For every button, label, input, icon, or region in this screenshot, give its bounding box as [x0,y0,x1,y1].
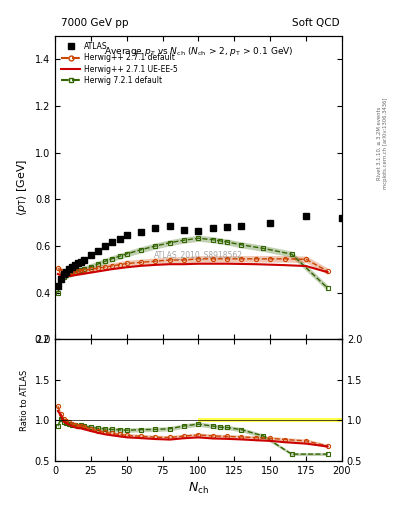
Text: ATLAS_2010_S8918562: ATLAS_2010_S8918562 [154,250,243,259]
Y-axis label: $\langle p_{\rm T} \rangle$ [GeV]: $\langle p_{\rm T} \rangle$ [GeV] [15,159,29,216]
Legend: ATLAS, Herwig++ 2.7.1 default, Herwig++ 2.7.1 UE-EE-5, Herwig 7.2.1 default: ATLAS, Herwig++ 2.7.1 default, Herwig++ … [59,39,180,87]
Text: Average $p_{\rm T}$ vs $N_{\rm ch}$ ($N_{\rm ch}$ > 2, $p_{\rm T}$ > 0.1 GeV): Average $p_{\rm T}$ vs $N_{\rm ch}$ ($N_… [104,45,293,58]
Text: Rivet 3.1.10, ≥ 3.2M events: Rivet 3.1.10, ≥ 3.2M events [377,106,382,180]
Text: mcplots.cern.ch [arXiv:1306.3436]: mcplots.cern.ch [arXiv:1306.3436] [383,98,387,189]
X-axis label: $N_{\rm ch}$: $N_{\rm ch}$ [188,481,209,496]
Text: 7000 GeV pp: 7000 GeV pp [61,18,129,28]
Text: Soft QCD: Soft QCD [292,18,340,28]
Y-axis label: Ratio to ATLAS: Ratio to ATLAS [20,370,29,431]
